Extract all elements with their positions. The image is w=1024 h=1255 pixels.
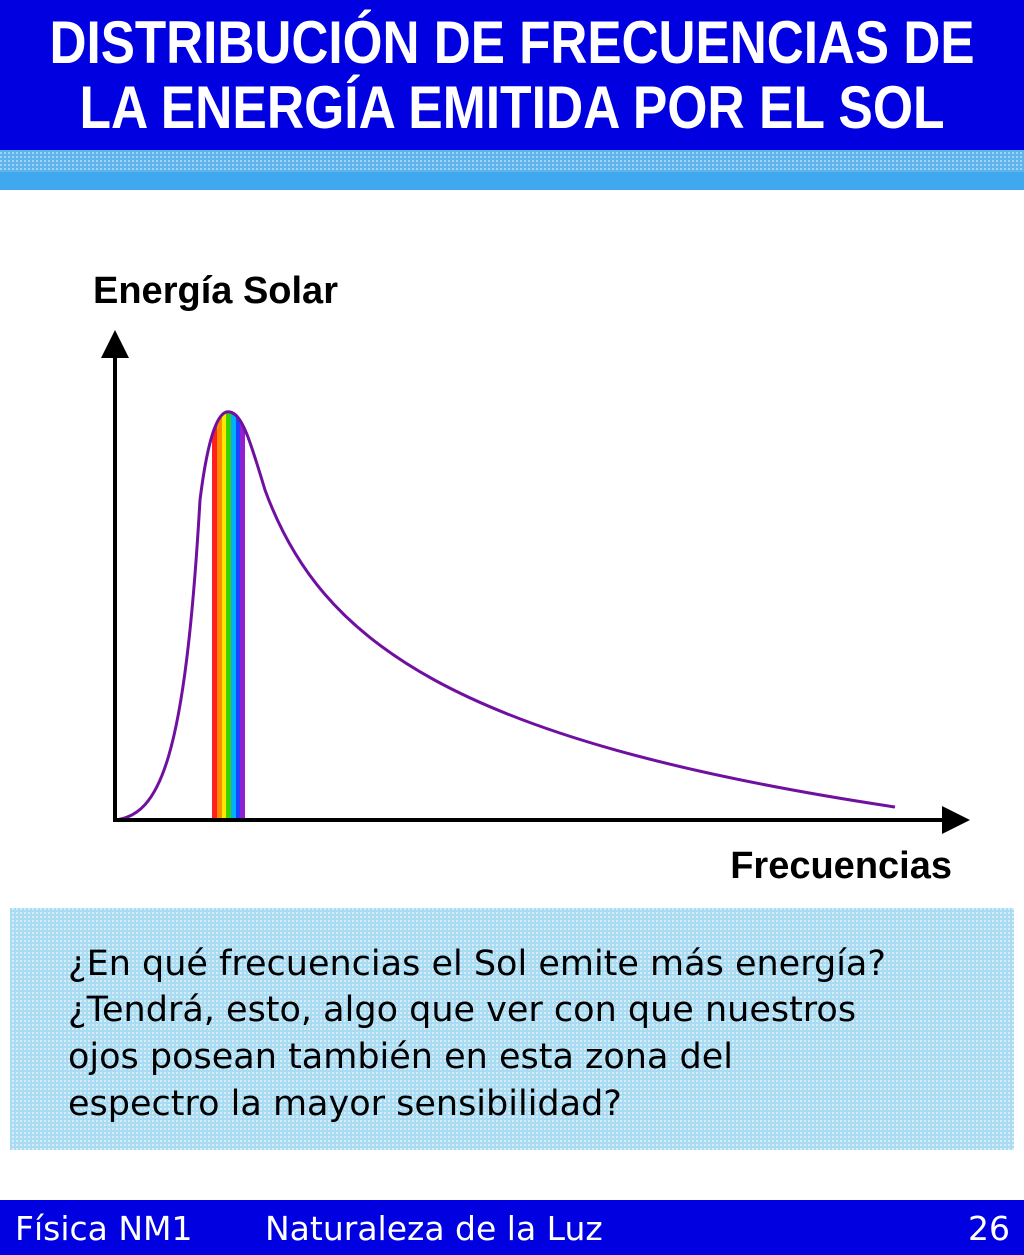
question-box [10,908,1014,1150]
header-bar [0,0,1024,150]
question-line: ¿Tendrá, esto, algo que ver con que nues… [68,990,856,1030]
footer-topic: Naturaleza de la Luz [265,1209,603,1248]
y-axis-label: Energía Solar [93,270,338,312]
x-axis-label: Frecuencias [730,845,952,887]
y-axis-arrow [101,330,129,358]
header-band [0,172,1024,190]
footer-page: 26 [968,1209,1010,1248]
x-axis-arrow [942,806,970,834]
footer-bar [0,1200,1024,1255]
question-line: espectro la mayor sensibilidad? [68,1084,622,1124]
footer-course: Física NM1 [15,1209,193,1248]
visible-spectrum [212,411,245,820]
question-line: ojos posean también en esta zona del [68,1037,733,1077]
question-line: ¿En qué frecuencias el Sol emite más ene… [68,944,886,984]
title-line: LA ENERGÍA EMITIDA POR EL SOL [80,74,945,141]
header-band [0,150,1024,172]
energy-curve [114,410,896,822]
title-line: DISTRIBUCIÓN DE FRECUENCIAS DE [50,9,975,76]
